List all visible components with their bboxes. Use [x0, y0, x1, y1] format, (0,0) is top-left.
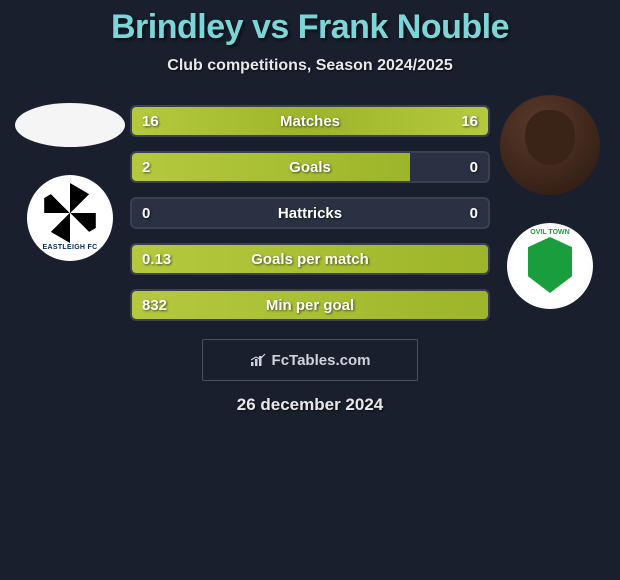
- chart-icon: [250, 353, 266, 367]
- stat-right-value: 16: [461, 113, 478, 130]
- stat-right-value: 0: [470, 205, 478, 222]
- stat-label: Hattricks: [278, 205, 342, 222]
- stat-label: Min per goal: [266, 297, 354, 314]
- player2-crest: [507, 223, 593, 309]
- stat-row: 2 0 Goals: [130, 151, 490, 183]
- watermark: FcTables.com: [202, 339, 418, 381]
- stat-row: 16 16 Matches: [130, 105, 490, 137]
- stat-row: 0.13 Goals per match: [130, 243, 490, 275]
- stat-bars: 16 16 Matches 2 0 Goals 0 0 Hattricks 0.13 Goals p…: [130, 103, 490, 321]
- bar-fill-left: [132, 153, 410, 181]
- stat-left-value: 0: [142, 205, 150, 222]
- comparison-title: Brindley vs Frank Nouble: [0, 8, 620, 47]
- subtitle: Club competitions, Season 2024/2025: [0, 57, 620, 75]
- date-label: 26 december 2024: [0, 395, 620, 415]
- player2-photo: [500, 95, 600, 195]
- comparison-grid: 16 16 Matches 2 0 Goals 0 0 Hattricks 0.13 Goals p…: [0, 103, 620, 321]
- left-side: [10, 103, 130, 261]
- stat-label: Matches: [280, 113, 340, 130]
- stat-right-value: 0: [470, 159, 478, 176]
- right-side: [490, 103, 610, 309]
- vs-text: vs: [252, 8, 289, 46]
- stat-left-value: 0.13: [142, 251, 171, 268]
- stat-row: 0 0 Hattricks: [130, 197, 490, 229]
- stat-row: 832 Min per goal: [130, 289, 490, 321]
- stat-left-value: 832: [142, 297, 167, 314]
- stat-left-value: 16: [142, 113, 159, 130]
- watermark-text: FcTables.com: [272, 352, 371, 369]
- stat-label: Goals: [289, 159, 331, 176]
- player1-photo: [15, 103, 125, 147]
- player1-crest: [27, 175, 113, 261]
- player1-name: Brindley: [111, 8, 243, 46]
- stat-left-value: 2: [142, 159, 150, 176]
- stat-label: Goals per match: [251, 251, 369, 268]
- player2-name: Frank Nouble: [298, 8, 509, 46]
